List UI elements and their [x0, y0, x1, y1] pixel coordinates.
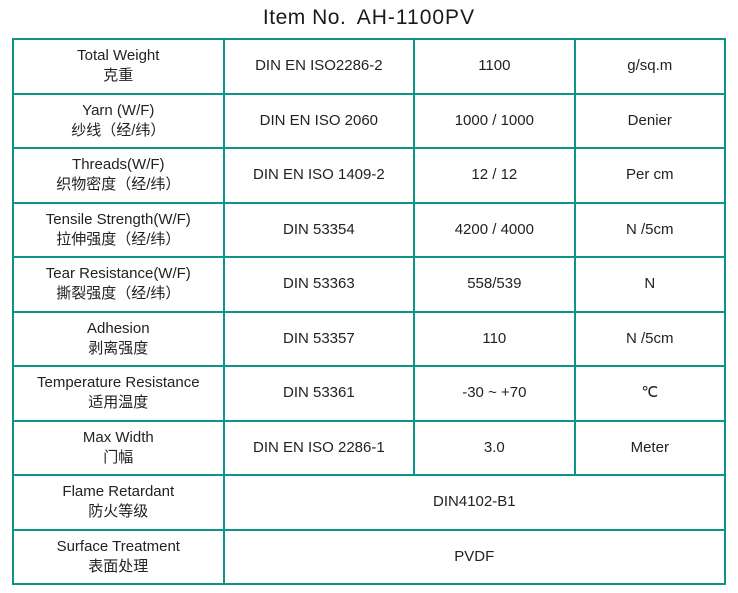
property-cell: Tear Resistance(W/F) 撕裂强度（经/纬）: [13, 257, 224, 312]
property-en: Tear Resistance(W/F): [18, 264, 219, 284]
property-cn: 防火等级: [18, 502, 219, 522]
property-en: Surface Treatment: [18, 537, 219, 557]
unit-cell: Denier: [575, 94, 725, 149]
property-cn: 剥离强度: [18, 339, 219, 359]
value-cell: 1100: [414, 39, 574, 94]
value-cell: 3.0: [414, 421, 574, 476]
property-en: Flame Retardant: [18, 482, 219, 502]
property-cell: Surface Treatment 表面处理: [13, 530, 224, 585]
table-row: Yarn (W/F) 纱线（经/纬） DIN EN ISO 2060 1000 …: [13, 94, 725, 149]
property-cell: Temperature Resistance 适用温度: [13, 366, 224, 421]
unit-cell: g/sq.m: [575, 39, 725, 94]
unit-cell: Meter: [575, 421, 725, 476]
property-cell: Adhesion 剥离强度: [13, 312, 224, 367]
table-row: Total Weight 克重 DIN EN ISO2286-2 1100 g/…: [13, 39, 725, 94]
unit-cell: Per cm: [575, 148, 725, 203]
value-cell: 1000 / 1000: [414, 94, 574, 149]
standard-cell: DIN EN ISO2286-2: [224, 39, 415, 94]
standard-cell: DIN EN ISO 1409-2: [224, 148, 415, 203]
title-row: Item No. AH-1100PV: [12, 0, 726, 38]
table-row: Max Width 门幅 DIN EN ISO 2286-1 3.0 Meter: [13, 421, 725, 476]
property-en: Tensile Strength(W/F): [18, 210, 219, 230]
property-cell: Threads(W/F) 织物密度（经/纬）: [13, 148, 224, 203]
property-cn: 纱线（经/纬）: [18, 121, 219, 141]
unit-cell: N /5cm: [575, 203, 725, 258]
table-row: Tensile Strength(W/F) 拉伸强度（经/纬） DIN 5335…: [13, 203, 725, 258]
value-cell: 4200 / 4000: [414, 203, 574, 258]
value-cell: 12 / 12: [414, 148, 574, 203]
standard-cell: DIN EN ISO 2286-1: [224, 421, 415, 476]
property-cell: Yarn (W/F) 纱线（经/纬）: [13, 94, 224, 149]
value-cell: 558/539: [414, 257, 574, 312]
property-cn: 织物密度（经/纬）: [18, 175, 219, 195]
table-row-wide: Surface Treatment 表面处理 PVDF: [13, 530, 725, 585]
property-cn: 表面处理: [18, 557, 219, 577]
value-cell: -30 ~ +70: [414, 366, 574, 421]
wide-value-cell: PVDF: [224, 530, 725, 585]
property-cell: Flame Retardant 防火等级: [13, 475, 224, 530]
property-cell: Max Width 门幅: [13, 421, 224, 476]
property-cn: 撕裂强度（经/纬）: [18, 284, 219, 304]
table-row: Temperature Resistance 适用温度 DIN 53361 -3…: [13, 366, 725, 421]
property-en: Max Width: [18, 428, 219, 448]
table-row: Threads(W/F) 织物密度（经/纬） DIN EN ISO 1409-2…: [13, 148, 725, 203]
spec-table: Total Weight 克重 DIN EN ISO2286-2 1100 g/…: [12, 38, 726, 585]
unit-cell: N: [575, 257, 725, 312]
property-cn: 克重: [18, 66, 219, 86]
property-en: Threads(W/F): [18, 155, 219, 175]
property-en: Temperature Resistance: [18, 373, 219, 393]
unit-cell: ℃: [575, 366, 725, 421]
property-cell: Total Weight 克重: [13, 39, 224, 94]
table-row-wide: Flame Retardant 防火等级 DIN4102-B1: [13, 475, 725, 530]
property-en: Adhesion: [18, 319, 219, 339]
value-cell: 110: [414, 312, 574, 367]
unit-cell: N /5cm: [575, 312, 725, 367]
property-cn: 门幅: [18, 448, 219, 468]
table-row: Tear Resistance(W/F) 撕裂强度（经/纬） DIN 53363…: [13, 257, 725, 312]
table-row: Adhesion 剥离强度 DIN 53357 110 N /5cm: [13, 312, 725, 367]
title-label: Item No.: [263, 6, 346, 29]
standard-cell: DIN EN ISO 2060: [224, 94, 415, 149]
standard-cell: DIN 53354: [224, 203, 415, 258]
property-cn: 拉伸强度（经/纬）: [18, 230, 219, 250]
property-en: Yarn (W/F): [18, 101, 219, 121]
standard-cell: DIN 53363: [224, 257, 415, 312]
item-number: AH-1100PV: [357, 6, 475, 29]
spec-table-body: Total Weight 克重 DIN EN ISO2286-2 1100 g/…: [13, 39, 725, 584]
standard-cell: DIN 53357: [224, 312, 415, 367]
property-cn: 适用温度: [18, 393, 219, 413]
property-cell: Tensile Strength(W/F) 拉伸强度（经/纬）: [13, 203, 224, 258]
spec-sheet: Item No. AH-1100PV Total Weight 克重 DIN E…: [0, 0, 738, 593]
wide-value-cell: DIN4102-B1: [224, 475, 725, 530]
property-en: Total Weight: [18, 46, 219, 66]
standard-cell: DIN 53361: [224, 366, 415, 421]
